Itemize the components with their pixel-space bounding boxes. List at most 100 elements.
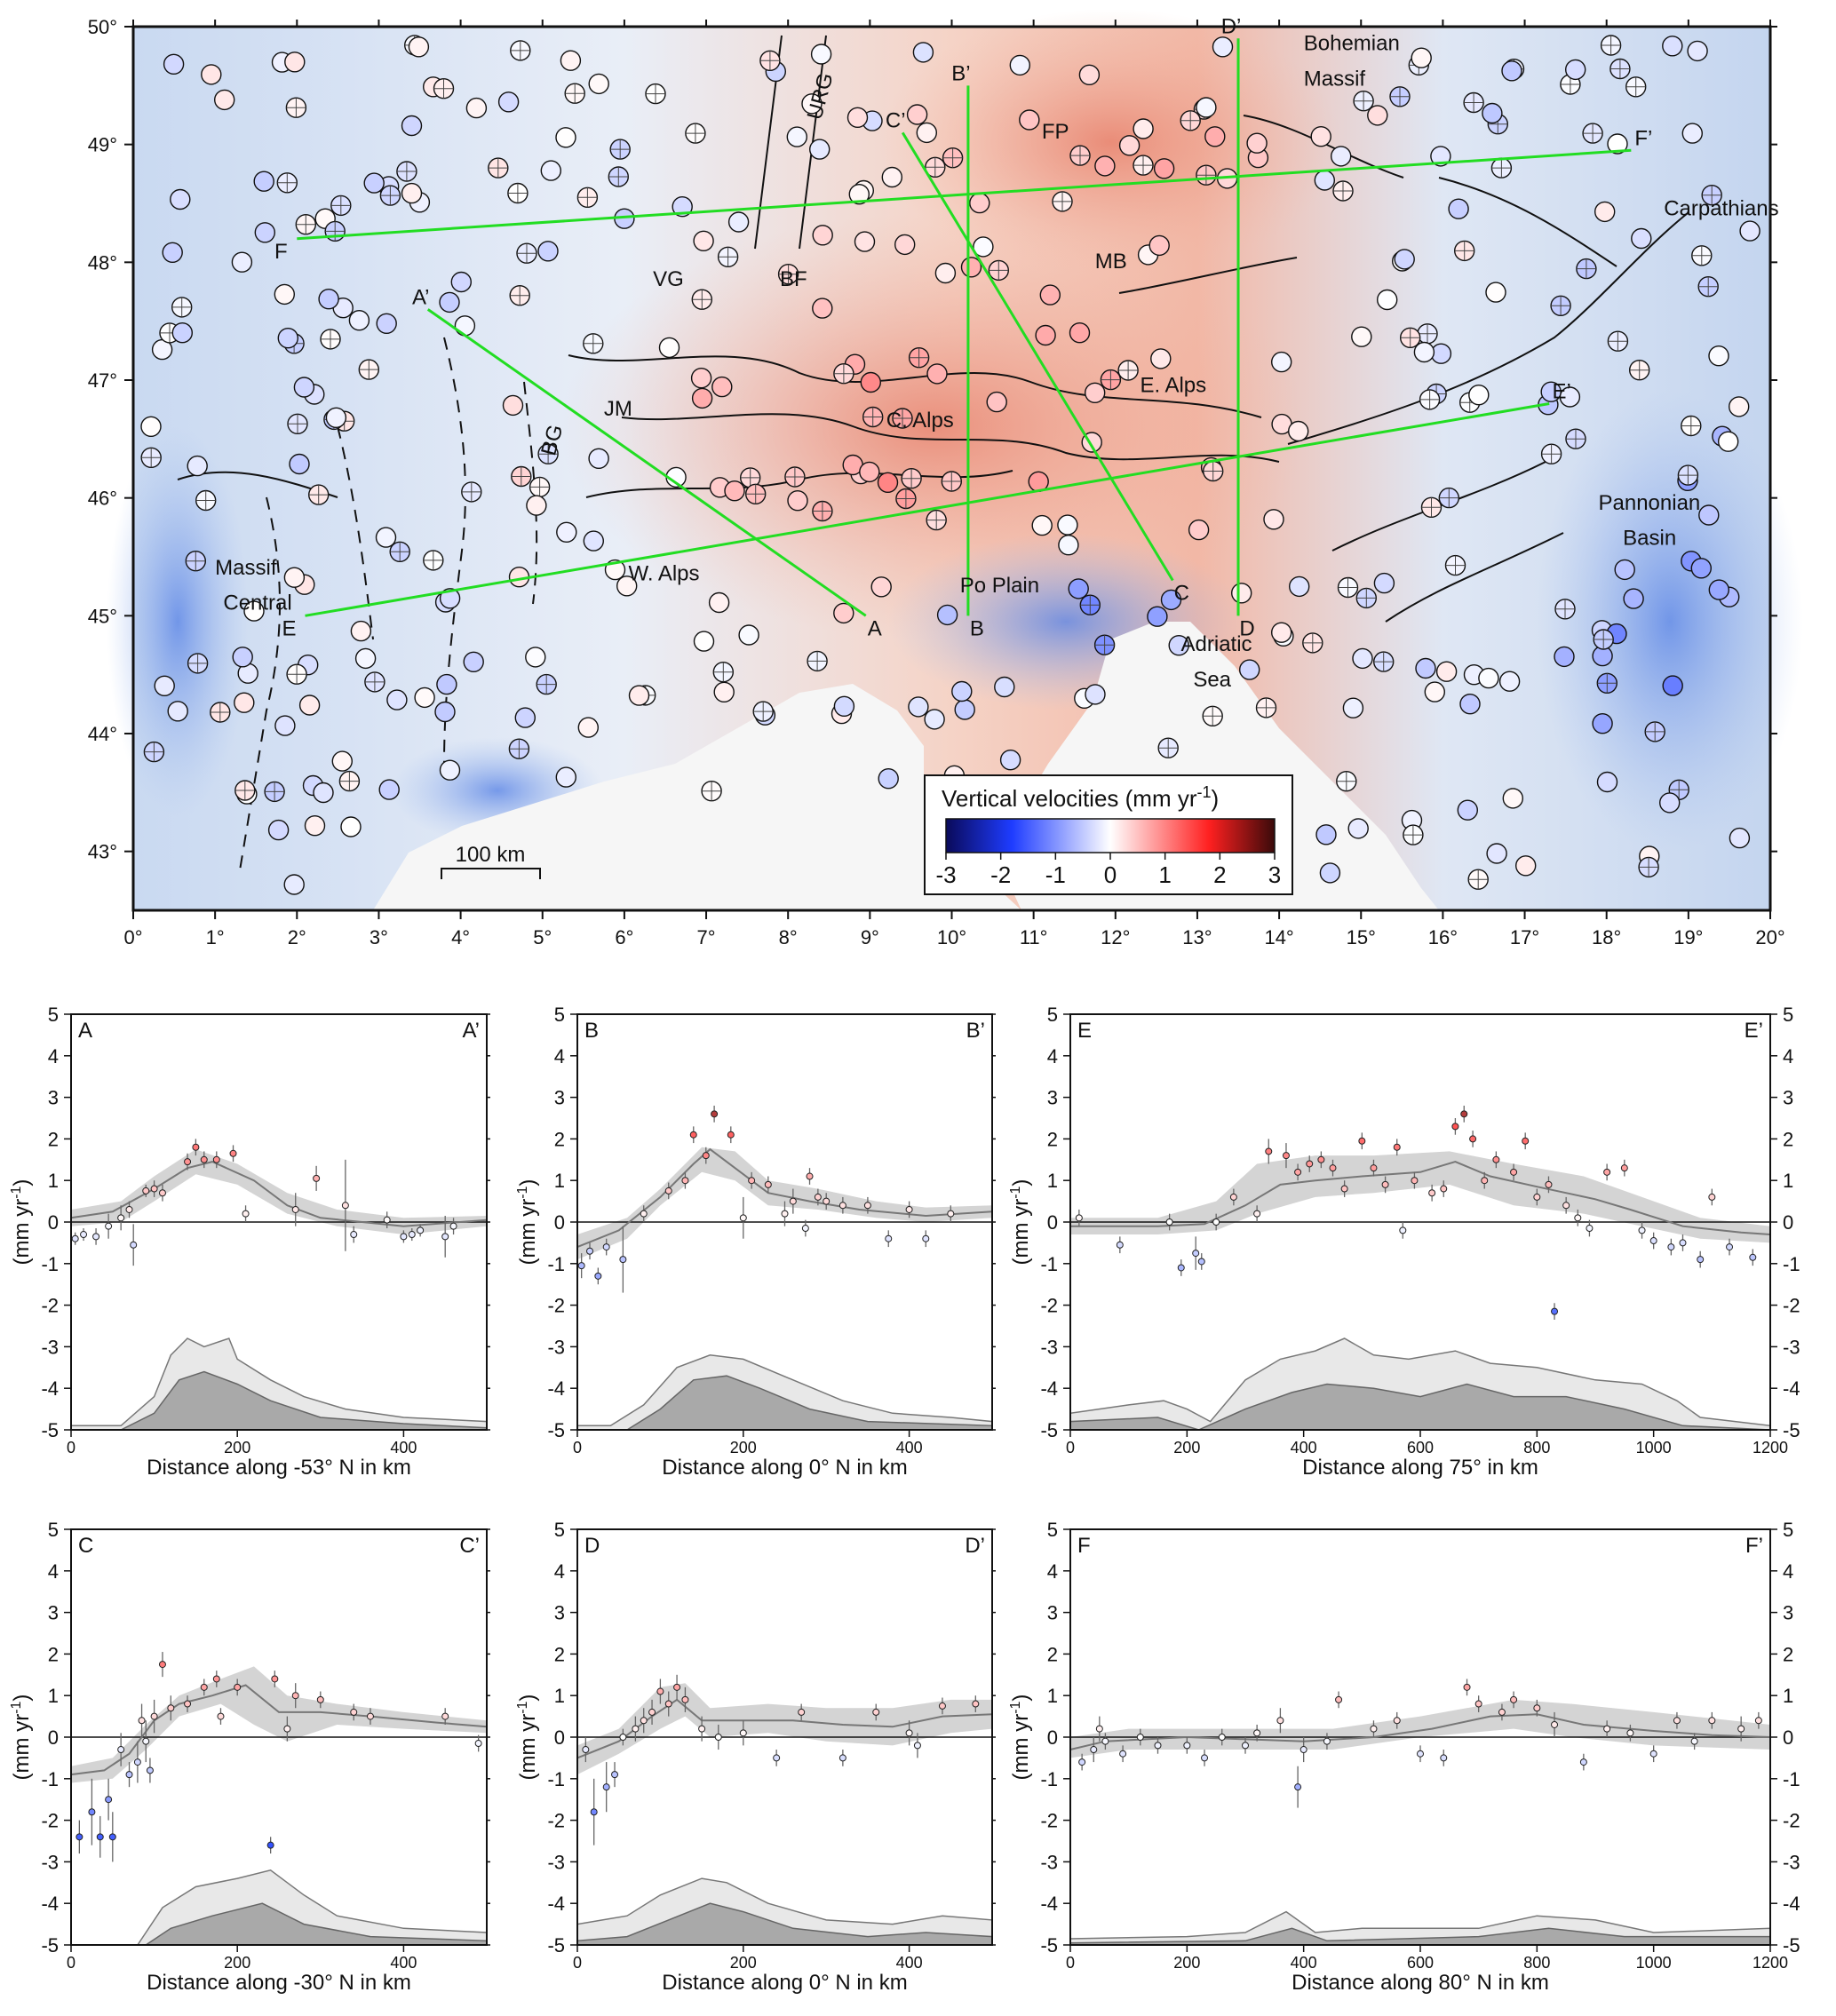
station-marker [1352,647,1373,670]
velocity-point [1626,1729,1634,1737]
velocity-point [1095,1725,1103,1733]
station-marker [1212,36,1234,58]
station-marker [801,93,823,115]
region-label: BF [780,267,807,291]
colorbar-tick-label: -3 [935,861,956,888]
station-marker [378,779,400,800]
y-axis-label-sup: -1 [9,1701,24,1713]
velocity-point [1492,1155,1500,1163]
station-marker [1468,385,1490,406]
velocity-point [1428,1189,1436,1197]
station-marker [555,766,576,788]
velocity-point [1649,1750,1657,1758]
y-tick-label-right: 5 [1783,1004,1793,1026]
station-cross [807,651,828,671]
station-cross [685,123,705,144]
velocity-point [350,1708,358,1716]
velocity-point [158,1661,166,1669]
station-marker [936,604,958,626]
velocity-point [192,1143,200,1151]
velocity-point [133,1758,141,1766]
x-tick-label: 800 [1523,1439,1550,1456]
y-tick-label: -1 [1040,1253,1058,1275]
velocity-point [1201,1754,1209,1762]
velocity-point [698,1725,706,1733]
profile-start-letter: B [584,1019,599,1043]
station-marker [708,591,730,614]
station-marker [878,768,899,790]
velocity-point [823,1197,831,1205]
station-marker [231,251,253,273]
station-cross [330,195,351,216]
velocity-point [125,1205,133,1213]
y-tick-label: 0 [1047,1726,1058,1749]
gnss-stations [140,35,1760,895]
velocity-point [234,1683,242,1691]
station-cross [610,139,631,160]
station-cross [1158,738,1179,758]
lon-tick-label: 10° [937,926,966,948]
station-marker [1631,227,1652,250]
station-cross [1302,632,1323,653]
x-tick-label: 1200 [1753,1439,1788,1456]
velocity-point [1649,1237,1657,1245]
station-marker [1058,535,1079,556]
station-cross [1691,245,1712,266]
x-tick-label: 200 [1173,1439,1200,1456]
colorbar-tick-label: 3 [1268,861,1281,888]
station-marker [1448,198,1469,219]
y-tick-label: 3 [554,1602,565,1624]
y-axis-label-sup: -1 [515,1186,530,1198]
station-marker [846,107,869,129]
station-marker [298,694,321,716]
station-cross [1576,258,1596,279]
velocity-point [212,1155,220,1163]
station-marker [439,588,461,609]
station-marker [318,289,339,310]
velocity-point [80,1231,88,1239]
station-marker [1373,572,1395,594]
station-cross [1551,296,1571,316]
lon-tick-label: 5° [533,926,552,948]
velocity-point [142,1737,150,1745]
x-tick-label: 200 [1173,1954,1200,1972]
station-cross [510,40,530,60]
station-marker [1594,201,1616,223]
y-tick-label: -5 [1040,1419,1058,1441]
colorbar-tick-label: 1 [1158,861,1171,888]
station-marker [1623,588,1644,609]
y-tick-label: -2 [1040,1295,1058,1317]
velocity-point [702,1152,710,1160]
lon-tick-label: 19° [1673,926,1703,948]
velocity-point [1510,1168,1518,1176]
station-cross [423,550,443,570]
station-cross [1421,497,1442,518]
station-marker [1310,125,1331,147]
station-marker [386,689,408,710]
velocity-point [577,1262,585,1270]
lon-tick-label: 17° [1510,926,1539,948]
station-cross [740,467,760,488]
velocity-point [1177,1264,1185,1272]
velocity-point [885,1234,893,1242]
station-marker [1662,675,1683,696]
station-marker [1347,818,1369,839]
station-marker [1376,289,1398,311]
velocity-point [1697,1256,1705,1264]
station-marker [283,567,306,588]
station-marker [1596,771,1618,793]
colorbar-ticks: -3 -2 -1 0 1 2 3 [935,853,1281,888]
station-cross [1373,652,1394,672]
y-tick-label: -3 [547,1336,565,1358]
velocity-point [590,1808,598,1816]
station-marker [1607,133,1628,155]
velocity-point [1370,1725,1378,1733]
station-marker [894,234,916,256]
velocity-point [1440,1754,1448,1762]
station-marker [154,675,175,696]
velocity-point [602,1783,610,1791]
station-marker [283,874,305,895]
velocity-point [764,1180,772,1188]
colorbar-legend: Vertical velocities (mm yr-1) -3 -2 -1 0 1 2 3 [924,774,1293,895]
lat-tick-label: 45° [88,605,117,627]
